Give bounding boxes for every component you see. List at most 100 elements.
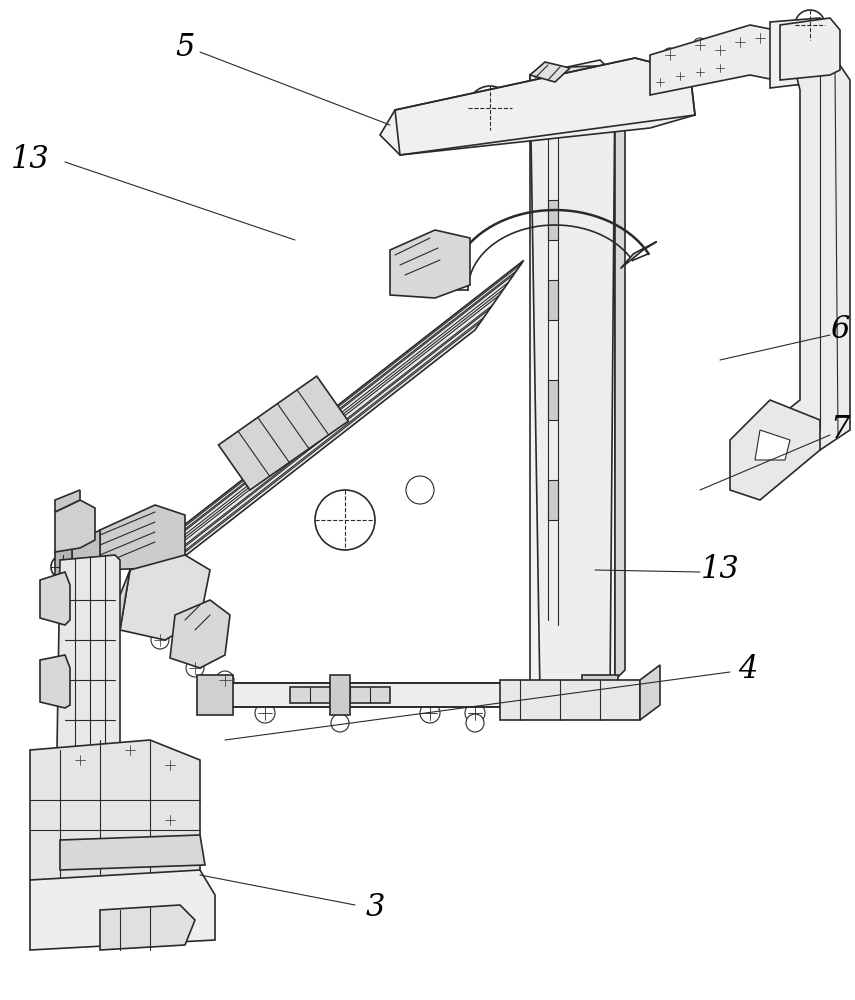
Circle shape [206, 686, 224, 704]
Circle shape [560, 335, 570, 345]
Circle shape [216, 671, 234, 689]
Text: 4: 4 [739, 654, 758, 686]
Circle shape [394, 256, 406, 268]
Polygon shape [55, 490, 80, 512]
Circle shape [785, 65, 795, 75]
Circle shape [562, 692, 578, 708]
Polygon shape [615, 65, 625, 680]
Circle shape [72, 752, 88, 768]
Circle shape [417, 112, 433, 128]
Circle shape [44, 668, 60, 684]
Circle shape [733, 35, 747, 49]
Polygon shape [100, 505, 185, 570]
Polygon shape [500, 680, 640, 720]
Circle shape [560, 235, 570, 245]
Circle shape [107, 917, 123, 933]
Circle shape [168, 568, 182, 582]
Polygon shape [200, 683, 620, 707]
Text: 7: 7 [830, 414, 850, 446]
Circle shape [252, 443, 266, 457]
Polygon shape [775, 58, 850, 450]
Text: 13: 13 [10, 144, 50, 176]
Circle shape [560, 435, 570, 445]
Polygon shape [390, 230, 470, 298]
Circle shape [276, 426, 291, 440]
Circle shape [663, 48, 677, 62]
Circle shape [785, 45, 795, 55]
Polygon shape [290, 687, 390, 703]
Polygon shape [530, 65, 625, 75]
Polygon shape [40, 572, 70, 625]
Circle shape [602, 692, 618, 708]
Polygon shape [548, 280, 558, 320]
Circle shape [186, 659, 204, 677]
Circle shape [714, 62, 726, 74]
Text: 5: 5 [175, 32, 195, 64]
Circle shape [654, 76, 666, 88]
Polygon shape [780, 18, 840, 80]
Circle shape [560, 615, 570, 625]
Polygon shape [135, 260, 524, 595]
Circle shape [170, 842, 190, 862]
Polygon shape [170, 600, 230, 668]
Polygon shape [55, 555, 120, 880]
Circle shape [204, 626, 216, 638]
Circle shape [44, 590, 60, 606]
Circle shape [753, 31, 767, 45]
Polygon shape [330, 675, 350, 715]
Polygon shape [100, 570, 130, 635]
Polygon shape [621, 242, 657, 268]
Polygon shape [530, 60, 615, 695]
Polygon shape [755, 430, 790, 460]
Circle shape [148, 573, 162, 587]
Circle shape [468, 86, 512, 130]
Circle shape [177, 920, 193, 936]
Circle shape [151, 631, 169, 649]
Polygon shape [730, 400, 820, 500]
Polygon shape [582, 675, 618, 715]
Circle shape [184, 634, 196, 646]
Polygon shape [380, 58, 695, 155]
Circle shape [148, 611, 162, 625]
Circle shape [466, 714, 484, 732]
Polygon shape [30, 740, 200, 900]
Polygon shape [72, 530, 100, 585]
Circle shape [122, 742, 138, 758]
Polygon shape [60, 835, 205, 870]
Circle shape [674, 70, 686, 82]
Circle shape [331, 714, 349, 732]
Text: 6: 6 [830, 314, 850, 346]
Circle shape [694, 66, 706, 78]
Circle shape [560, 535, 570, 545]
Circle shape [560, 155, 570, 165]
Polygon shape [770, 18, 835, 88]
Polygon shape [120, 555, 210, 640]
Circle shape [805, 40, 815, 50]
Circle shape [162, 812, 178, 828]
Circle shape [301, 409, 315, 423]
Polygon shape [640, 665, 660, 720]
Circle shape [162, 757, 178, 773]
Circle shape [80, 843, 100, 863]
Text: 3: 3 [365, 892, 385, 924]
Polygon shape [548, 480, 558, 520]
Circle shape [420, 703, 440, 723]
Polygon shape [30, 870, 215, 950]
Circle shape [414, 246, 426, 258]
Circle shape [522, 692, 538, 708]
Polygon shape [548, 200, 558, 240]
Polygon shape [530, 75, 615, 695]
Circle shape [255, 703, 275, 723]
Circle shape [332, 687, 348, 703]
Circle shape [795, 10, 825, 40]
Circle shape [805, 60, 815, 70]
Circle shape [51, 555, 75, 579]
Circle shape [434, 249, 446, 261]
Polygon shape [530, 62, 570, 82]
Polygon shape [55, 500, 95, 552]
Circle shape [465, 703, 485, 723]
Polygon shape [100, 905, 195, 950]
Circle shape [713, 43, 727, 57]
Circle shape [147, 915, 163, 931]
Polygon shape [55, 545, 72, 590]
